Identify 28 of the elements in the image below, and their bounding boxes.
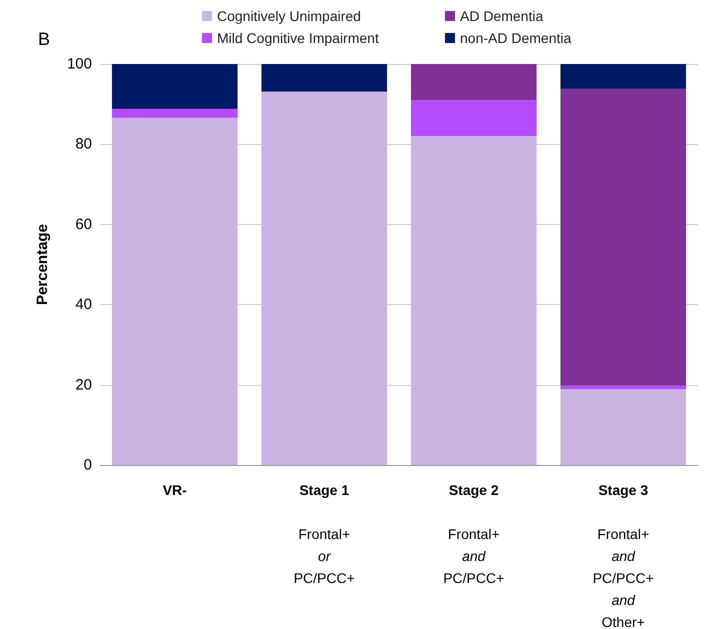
bar — [261, 64, 388, 92]
bar — [410, 100, 537, 136]
y-tick-label: 20 — [75, 376, 92, 394]
y-axis-title: Percentage — [34, 224, 51, 305]
category-label: Stage 1 Frontal+ or PC/PCC+ — [294, 482, 355, 586]
bar — [560, 389, 686, 465]
bar — [560, 88, 686, 386]
bar — [410, 64, 537, 100]
legend-label: non-AD Dementia — [460, 30, 572, 46]
x-tick-label: VR- — [162, 482, 188, 498]
bar — [261, 92, 388, 465]
y-tick-label: 60 — [75, 216, 92, 233]
bar — [560, 64, 686, 89]
category-label: Stage 3 Frontal+ and PC/PCC+ and Other+ — [592, 482, 654, 629]
legend-label: Cognitively Unimpaired — [217, 8, 361, 24]
category-label: Stage 2 Frontal+ and PC/PCC+ — [443, 482, 504, 586]
y-tick-label: 40 — [75, 296, 92, 314]
text: B — [38, 29, 50, 49]
legend-label: AD Dementia — [460, 8, 544, 24]
bar — [112, 118, 238, 465]
bar — [112, 64, 238, 109]
y-tick-label: 0 — [84, 456, 92, 474]
bar — [112, 108, 238, 118]
bar — [410, 136, 537, 465]
bar — [560, 386, 686, 390]
y-tick-label: 80 — [75, 136, 92, 153]
legend-label: Mild Cognitive Impairment — [217, 30, 379, 46]
y-tick-label: 100 — [66, 56, 92, 72]
